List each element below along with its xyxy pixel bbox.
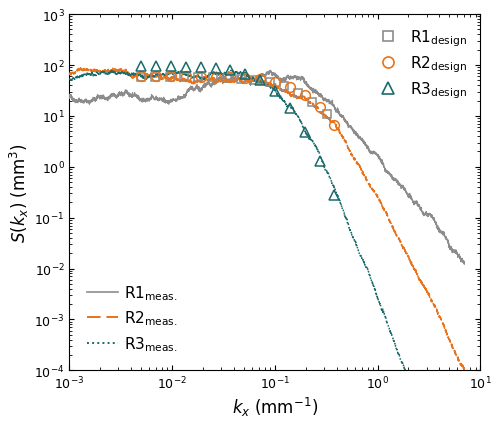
Y-axis label: $S(k_x)$ (mm$^3$): $S(k_x)$ (mm$^3$) [8,143,32,242]
X-axis label: $k_x$ (mm$^{-1}$): $k_x$ (mm$^{-1}$) [232,394,318,417]
Legend: R1$_\mathregular{meas.}$, R2$_\mathregular{meas.}$, R3$_\mathregular{meas.}$: R1$_\mathregular{meas.}$, R2$_\mathregul… [81,277,184,359]
